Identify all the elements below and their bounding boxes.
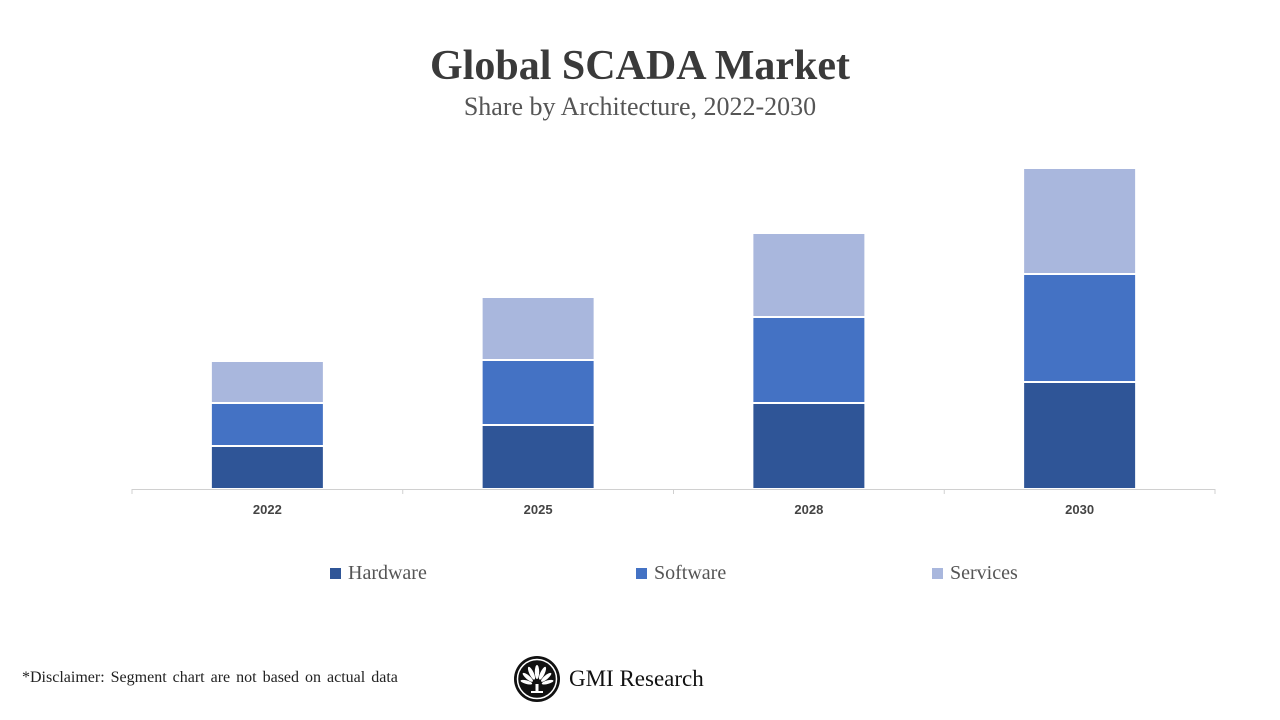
legend-label: Hardware xyxy=(348,562,427,584)
bar-software-2025 xyxy=(480,359,596,426)
bar-hardware-2028 xyxy=(751,402,867,490)
gmi-logo-icon xyxy=(514,656,560,702)
legend-item-services: Services xyxy=(932,562,1018,585)
bar-hardware-2025 xyxy=(480,424,596,490)
x-tick-label: 2022 xyxy=(253,502,282,517)
bar-services-2028 xyxy=(751,232,867,318)
gmi-logo: GMI Research xyxy=(513,655,704,703)
bar-services-2030 xyxy=(1022,167,1138,275)
x-tick-label: 2028 xyxy=(794,502,823,517)
legend-item-software: Software xyxy=(636,562,726,585)
legend-swatch xyxy=(636,568,647,579)
legend-swatch xyxy=(330,568,341,579)
bar-hardware-2030 xyxy=(1022,381,1138,490)
disclaimer: *Disclaimer: Segment chart are not based… xyxy=(22,669,398,686)
chart-title: Global SCADA Market xyxy=(430,43,850,89)
chart-subtitle: Share by Architecture, 2022-2030 xyxy=(463,92,817,121)
legend-label: Services xyxy=(950,562,1018,584)
bar-software-2028 xyxy=(751,316,867,404)
bar-software-2030 xyxy=(1022,273,1138,383)
legend: Hardware Software Services xyxy=(0,562,1280,588)
x-tick-label: 2025 xyxy=(524,502,553,517)
bar-services-2025 xyxy=(480,296,596,361)
x-tick-label: 2030 xyxy=(1065,502,1094,517)
logo-text: GMI Research xyxy=(569,666,704,691)
bar-software-2022 xyxy=(209,402,325,447)
legend-label: Software xyxy=(654,562,727,584)
legend-swatch xyxy=(932,568,943,579)
legend-item-hardware: Hardware xyxy=(330,562,427,585)
bar-hardware-2022 xyxy=(209,445,325,490)
bar-services-2022 xyxy=(209,360,325,404)
